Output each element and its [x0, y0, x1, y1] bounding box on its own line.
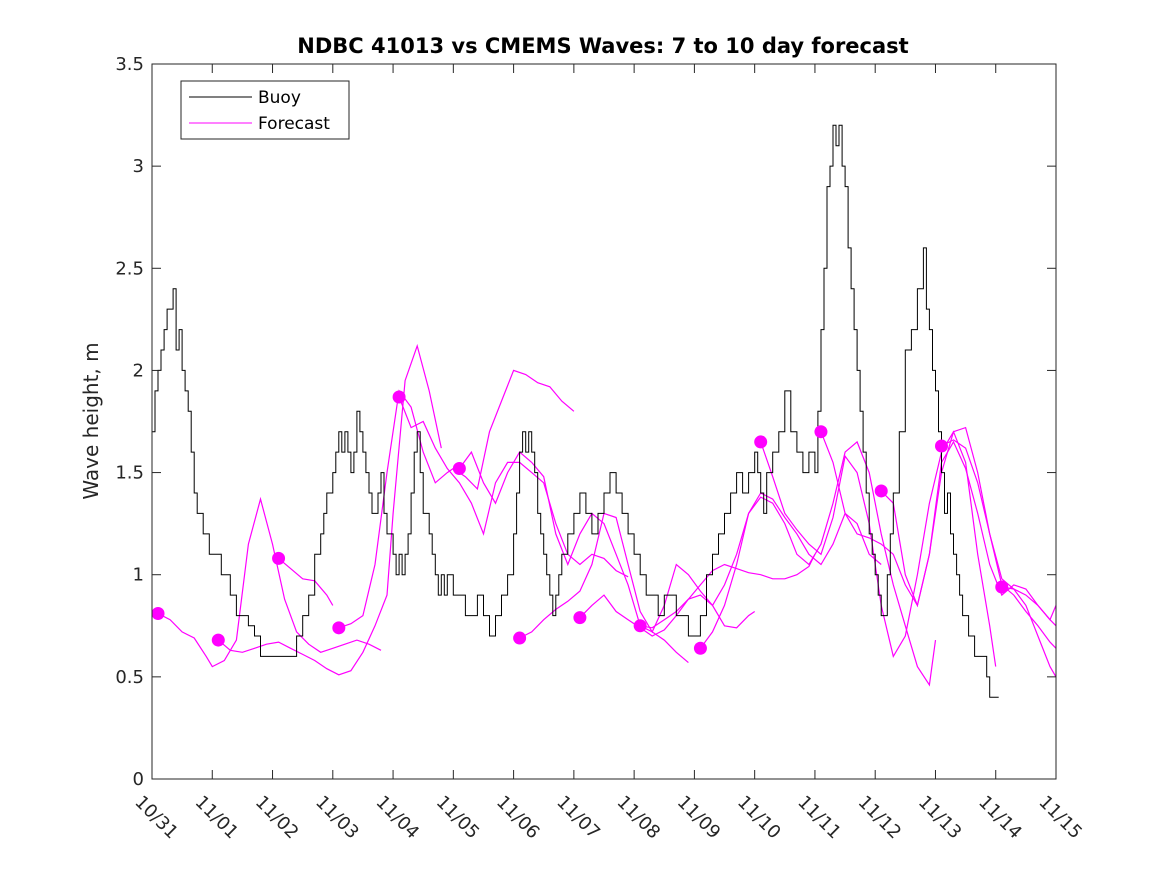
forecast-line-13 [880, 426, 1057, 649]
y-tick-label: 0.5 [115, 667, 144, 688]
y-tick-label: 1.5 [115, 463, 144, 484]
forecast-start-marker-1 [151, 607, 165, 621]
legend-box [180, 80, 350, 140]
forecast-start-marker-5 [392, 390, 406, 404]
forecast-start-marker-2 [211, 633, 225, 647]
forecast-start-marker-6 [452, 461, 466, 475]
forecast-line-7 [519, 512, 756, 639]
y-tick-label: 1 [133, 565, 144, 586]
plot-frame [151, 63, 1057, 780]
forecast-start-marker-14 [934, 439, 948, 453]
y-tick-label: 2.5 [115, 258, 144, 279]
legend-forecast-label: Forecast [258, 114, 330, 134]
forecast-line-14 [941, 439, 1057, 678]
forecast-line-10 [699, 440, 937, 687]
series-layer [151, 124, 1057, 698]
legend-buoy-label: Buoy [258, 88, 301, 108]
forecast-line-15 [1001, 586, 1057, 627]
forecast-start-marker-8 [573, 611, 587, 625]
forecast-start-marker-9 [633, 619, 647, 633]
forecast-line-1 [157, 496, 382, 668]
forecast-start-marker-7 [513, 631, 527, 645]
forecast-line-2 [217, 343, 442, 676]
forecast-start-marker-4 [332, 621, 346, 635]
forecast-start-marker-13 [874, 484, 888, 498]
forecast-line-3 [278, 557, 334, 606]
chart-title: NDBC 41013 vs CMEMS Waves: 7 to 10 day f… [297, 34, 908, 58]
forecast-start-marker-3 [272, 551, 286, 565]
y-tick-label: 2 [133, 360, 144, 381]
y-axis-label: Wave height, m [79, 342, 103, 499]
forecast-start-marker-15 [995, 580, 1009, 594]
forecast-start-marker-11 [754, 435, 768, 449]
forecast-line-8 [579, 554, 816, 637]
y-tick-label: 3 [133, 156, 144, 177]
forecast-line-6 [458, 450, 689, 664]
forecast-start-marker-12 [814, 425, 828, 439]
y-tick-label: 0 [133, 769, 144, 790]
buoy-line [152, 124, 999, 698]
legend: Buoy Forecast [180, 80, 350, 140]
forecast-start-marker-10 [693, 641, 707, 655]
y-tick-label: 3.5 [115, 54, 144, 75]
